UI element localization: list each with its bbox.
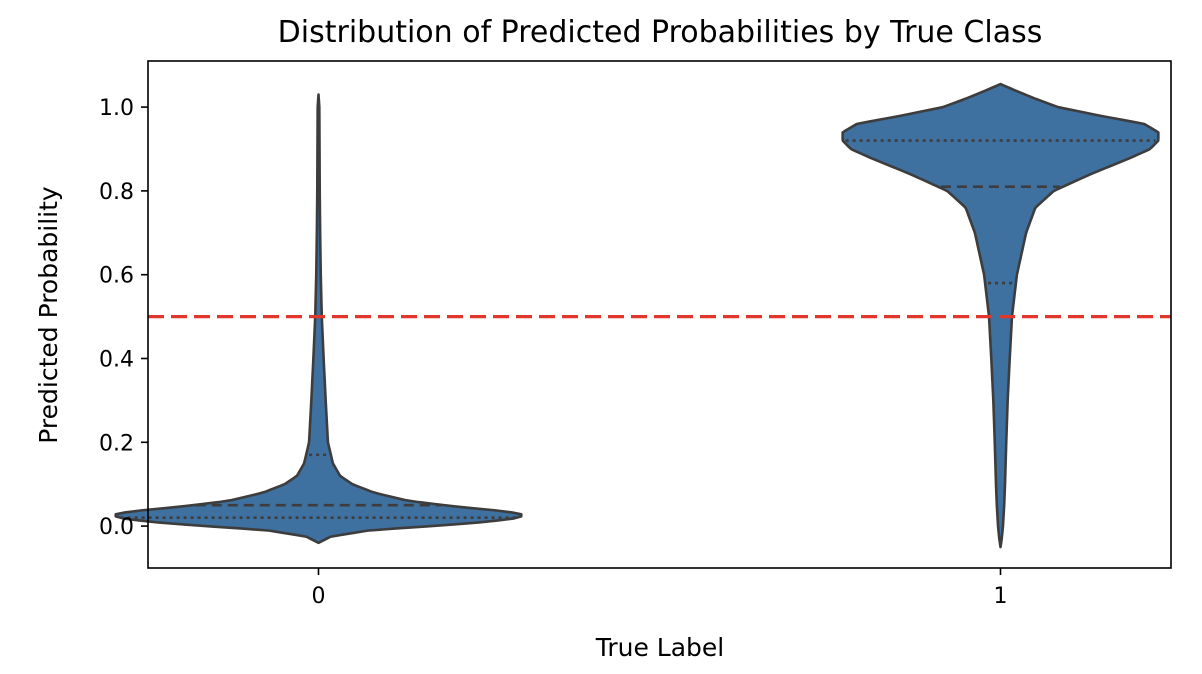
plot-frame [147, 60, 1172, 569]
chart-title: Distribution of Predicted Probabilities … [278, 15, 1043, 50]
x-tick-label: 0 [312, 584, 326, 609]
axes: 0.0 0.2 0.4 0.6 0.8 1.0 0 1 [99, 96, 1008, 609]
y-tick-label: 0.2 [99, 431, 134, 456]
y-tick-label: 0.6 [99, 264, 134, 289]
y-tick-label: 0.0 [99, 515, 134, 540]
x-tick-label: 1 [994, 584, 1008, 609]
x-axis-label: True Label [595, 633, 725, 662]
plot-area [114, 82, 1171, 549]
y-tick-label: 1.0 [99, 96, 134, 121]
y-tick-label: 0.4 [99, 347, 134, 372]
violin-body-0 [114, 93, 523, 545]
y-tick-label: 0.8 [99, 180, 134, 205]
y-axis-label: Predicted Probability [34, 186, 63, 444]
violin-0 [114, 93, 523, 545]
